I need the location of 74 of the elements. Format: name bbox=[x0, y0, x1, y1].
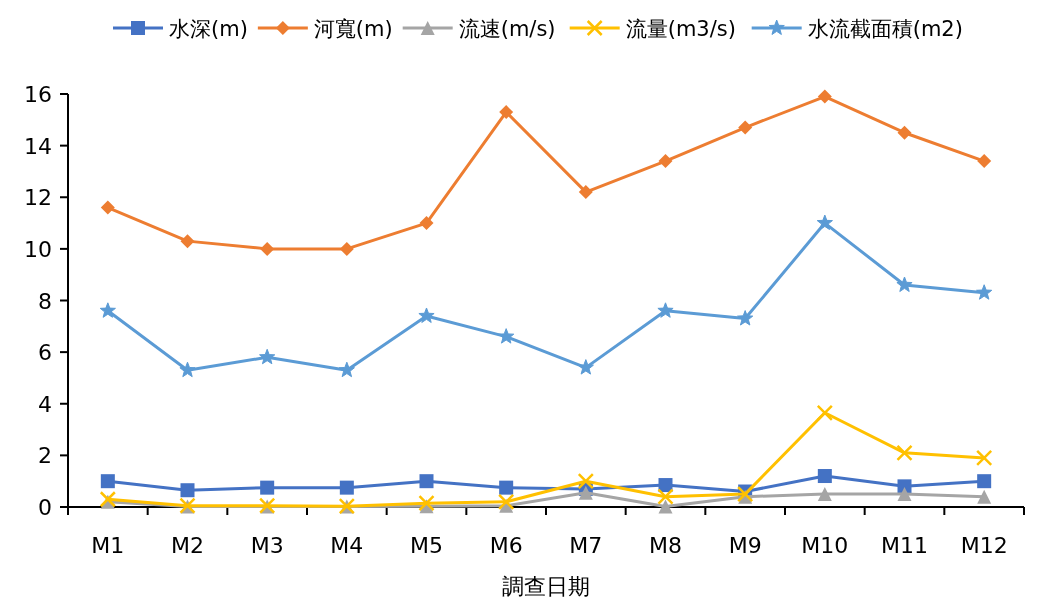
point bbox=[180, 483, 195, 498]
y-tick-label: 2 bbox=[38, 443, 52, 469]
y-tick-label: 16 bbox=[24, 82, 52, 107]
point bbox=[419, 216, 434, 231]
y-tick-label: 6 bbox=[38, 340, 52, 366]
y-tick-label: 8 bbox=[38, 288, 52, 314]
point bbox=[897, 479, 912, 494]
point bbox=[817, 487, 832, 502]
x-tick-label: M5 bbox=[410, 533, 443, 558]
point bbox=[578, 185, 593, 200]
point bbox=[338, 361, 355, 378]
point bbox=[977, 489, 992, 504]
point bbox=[418, 494, 435, 512]
point bbox=[260, 241, 275, 256]
point bbox=[499, 480, 514, 495]
point bbox=[658, 154, 673, 169]
x-tick-label: M4 bbox=[330, 533, 364, 558]
legend-label: 河寬(m) bbox=[313, 17, 393, 41]
point bbox=[816, 404, 834, 422]
point bbox=[977, 154, 992, 169]
point bbox=[975, 449, 993, 467]
point bbox=[577, 359, 594, 375]
point bbox=[100, 474, 115, 489]
point bbox=[897, 125, 912, 140]
point bbox=[578, 485, 593, 500]
x-tick-label: M12 bbox=[960, 533, 1008, 558]
y-tick-label: 4 bbox=[38, 391, 52, 417]
point bbox=[179, 361, 196, 378]
point bbox=[259, 348, 276, 365]
point bbox=[896, 444, 913, 462]
y-tick-label: 0 bbox=[38, 495, 52, 520]
point bbox=[658, 478, 673, 493]
point bbox=[577, 472, 595, 490]
point bbox=[897, 487, 912, 502]
point bbox=[977, 474, 992, 489]
x-tick-label: M9 bbox=[728, 533, 762, 558]
point bbox=[657, 302, 674, 318]
point bbox=[976, 284, 993, 300]
y-tick-label: 10 bbox=[24, 236, 52, 262]
y-tick-label: 12 bbox=[24, 185, 52, 211]
point bbox=[100, 200, 115, 215]
legend-label: 水深(m) bbox=[169, 17, 248, 41]
point bbox=[99, 302, 116, 318]
x-tick-label: M2 bbox=[171, 533, 204, 558]
point bbox=[896, 276, 913, 292]
x-tick-label: M1 bbox=[91, 533, 125, 558]
x-tick-label: M8 bbox=[649, 533, 682, 558]
point bbox=[418, 307, 435, 323]
point bbox=[816, 214, 833, 231]
point bbox=[499, 105, 514, 120]
x-tick-label: M3 bbox=[250, 533, 284, 558]
x-tick-label: M6 bbox=[489, 533, 523, 558]
point bbox=[817, 89, 832, 104]
point bbox=[419, 474, 434, 489]
point bbox=[738, 120, 753, 135]
y-tick-label: 14 bbox=[24, 133, 52, 159]
point bbox=[497, 493, 515, 511]
point bbox=[737, 310, 754, 326]
x-tick-label: M10 bbox=[801, 533, 849, 558]
point bbox=[260, 480, 275, 495]
legend-label: 水流截面積(m2) bbox=[807, 17, 963, 41]
point bbox=[498, 328, 515, 344]
x-tick-label: M7 bbox=[569, 533, 603, 558]
x-axis-title: 調查日期 bbox=[502, 574, 590, 599]
legend-label: 流量(m3/s) bbox=[625, 17, 736, 41]
point bbox=[180, 234, 195, 249]
point bbox=[657, 488, 674, 505]
x-tick-label: M11 bbox=[881, 533, 928, 558]
point bbox=[817, 469, 832, 484]
legend-label: 流速(m/s) bbox=[458, 17, 556, 41]
point bbox=[736, 485, 754, 503]
point bbox=[339, 241, 354, 256]
point bbox=[658, 499, 673, 514]
point bbox=[339, 480, 354, 495]
